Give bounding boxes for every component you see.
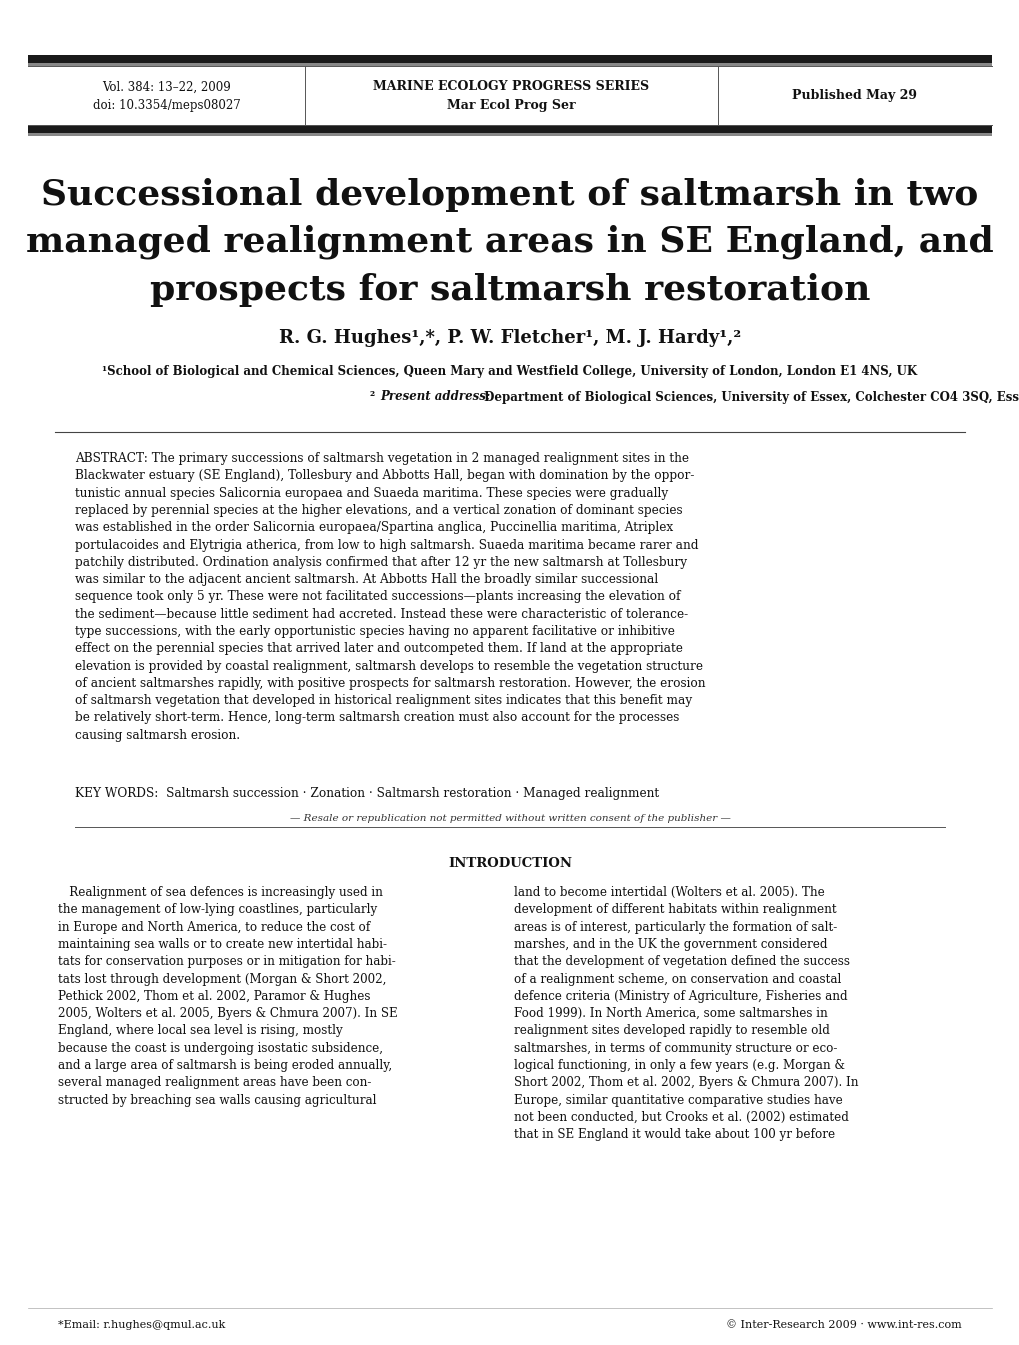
Text: Vol. 384: 13–22, 2009
doi: 10.3354/meps08027: Vol. 384: 13–22, 2009 doi: 10.3354/meps0… xyxy=(93,81,240,112)
Text: ¹School of Biological and Chemical Sciences, Queen Mary and Westfield College, U: ¹School of Biological and Chemical Scien… xyxy=(102,366,917,378)
Text: ²: ² xyxy=(370,390,375,403)
Text: Realignment of sea defences is increasingly used in
the management of low-lying : Realignment of sea defences is increasin… xyxy=(58,886,397,1107)
Text: *Email: r.hughes@qmul.ac.uk: *Email: r.hughes@qmul.ac.uk xyxy=(58,1319,225,1330)
Text: © Inter-Research 2009 · www.int-res.com: © Inter-Research 2009 · www.int-res.com xyxy=(726,1319,961,1330)
Text: land to become intertidal (Wolters et al. 2005). The
development of different ha: land to become intertidal (Wolters et al… xyxy=(514,886,858,1141)
Text: prospects for saltmarsh restoration: prospects for saltmarsh restoration xyxy=(150,273,869,307)
Text: KEY WORDS:  Saltmarsh succession · Zonation · Saltmarsh restoration · Managed re: KEY WORDS: Saltmarsh succession · Zonati… xyxy=(75,787,658,800)
Text: Successional development of saltmarsh in two: Successional development of saltmarsh in… xyxy=(42,178,977,213)
Text: INTRODUCTION: INTRODUCTION xyxy=(447,857,572,870)
Text: Department of Biological Sciences, University of Essex, Colchester CO4 3SQ, Esse: Department of Biological Sciences, Unive… xyxy=(480,390,1019,403)
Text: managed realignment areas in SE England, and: managed realignment areas in SE England,… xyxy=(26,225,993,260)
Text: — Resale or republication not permitted without written consent of the publisher: — Resale or republication not permitted … xyxy=(289,814,730,823)
Text: Present address:: Present address: xyxy=(380,390,490,403)
Text: ABSTRACT: The primary successions of saltmarsh vegetation in 2 managed realignme: ABSTRACT: The primary successions of sal… xyxy=(75,452,705,742)
Text: MARINE ECOLOGY PROGRESS SERIES
Mar Ecol Prog Ser: MARINE ECOLOGY PROGRESS SERIES Mar Ecol … xyxy=(373,81,649,112)
Text: R. G. Hughes¹,*, P. W. Fletcher¹, M. J. Hardy¹,²: R. G. Hughes¹,*, P. W. Fletcher¹, M. J. … xyxy=(278,330,741,347)
Text: Published May 29: Published May 29 xyxy=(792,90,917,102)
